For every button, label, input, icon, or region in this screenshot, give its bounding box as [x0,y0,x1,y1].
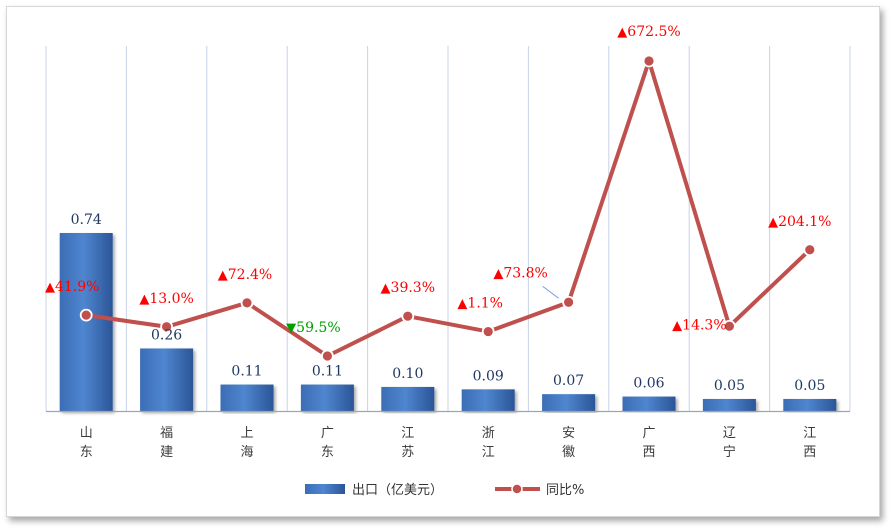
category-label: 广西 [642,426,655,460]
bar [542,394,596,411]
bar-value-label: 0.10 [392,366,423,382]
yoy-point [642,54,656,68]
bar-value-label: 0.26 [151,327,182,343]
gridlines [45,46,851,411]
legend: 出口（亿美元） 同比% [305,483,584,498]
legend-line-label: 同比% [546,483,584,498]
yoy-point [320,349,334,363]
yoy-value-label: ▲39.3% [381,280,435,296]
bar [702,398,756,411]
yoy-point [562,295,575,309]
category-label: 安徽 [562,426,575,460]
category-label: 浙江 [482,426,495,460]
category-labels: 山东 福建 上海 广东 江苏 浙江 安徽 广西 辽宁 江西 [80,426,817,460]
yoy-value-label: ▲14.3% [672,317,726,333]
yoy-point [160,320,174,334]
yoy-value-label: ▲672.5% [617,24,680,40]
yoy-line-path [85,59,812,358]
yoy-point [401,309,415,323]
data-labels: 0.74 0.26 0.11 0.11 0.10 0.09 0.07 0.06 0.05 0.05… [45,24,832,394]
bar [783,398,837,411]
bar-value-label: 0.74 [71,212,102,228]
bar [140,348,194,411]
bar-value-label: 0.07 [553,373,584,389]
chart-frame [6,6,880,517]
category-label: 广东 [321,426,334,460]
category-label: 辽宁 [723,426,736,460]
bar-value-label: 0.09 [473,368,504,384]
yoy-point [240,296,254,310]
category-label: 上海 [240,426,253,460]
yoy-value-label: ▲73.8% [493,265,547,281]
bar [381,386,435,411]
legend-bar-label: 出口（亿美元） [352,483,443,498]
bar-value-label: 0.05 [714,378,745,394]
bars [59,233,837,411]
bar [300,384,354,411]
category-label: 福建 [160,426,173,460]
bar-value-label: 0.06 [633,376,664,392]
label-leader-line [542,285,559,299]
bar-value-label: 0.11 [231,364,262,380]
yoy-point [723,319,736,333]
category-label: 江苏 [401,426,414,460]
yoy-point [803,243,817,257]
bar [461,389,515,411]
legend-bar-swatch [305,484,345,494]
bar [220,384,274,411]
yoy-value-label: ▲13.0% [139,291,193,307]
yoy-value-label: ▼59.5% [286,320,340,336]
yoy-value-label: ▲72.4% [218,267,272,283]
yoy-value-label: ▲41.9% [45,279,99,295]
bar-value-label: 0.11 [312,364,343,380]
yoy-value-label: ▲1.1% [457,296,503,312]
bar [59,233,113,411]
category-label: 江西 [803,426,816,460]
yoy-value-label: ▲204.1% [768,214,831,230]
yoy-point [79,308,93,322]
yoy-line [79,54,817,363]
bar-value-label: 0.05 [794,378,825,394]
yoy-point [481,325,495,338]
category-label: 山东 [80,426,93,460]
legend-line-marker [511,483,523,495]
bar [622,396,676,411]
